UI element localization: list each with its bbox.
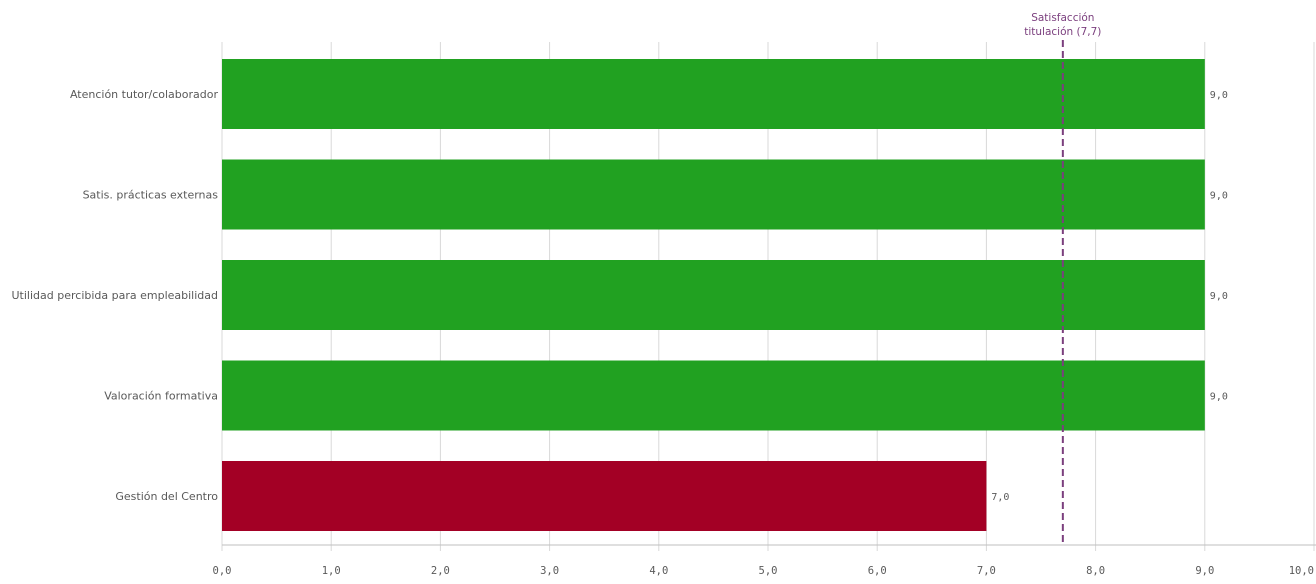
category-label: Atención tutor/colaborador (70, 88, 219, 101)
bar[interactable] (222, 260, 1205, 330)
x-tick-label: 3,0 (540, 565, 559, 577)
reference-line-label: titulación (7,7) (1024, 26, 1101, 38)
bar[interactable] (222, 360, 1205, 431)
x-tick-label: 8,0 (1086, 565, 1105, 577)
x-tick-label: 7,0 (977, 565, 996, 577)
x-tick-label: 6,0 (868, 565, 887, 577)
category-label: Gestión del Centro (115, 490, 218, 503)
bar[interactable] (222, 159, 1205, 230)
reference-line-label: Satisfacción (1031, 12, 1094, 24)
category-label: Satis. prácticas externas (83, 189, 219, 202)
bar[interactable] (222, 461, 987, 531)
x-tick-label: 4,0 (649, 565, 668, 577)
bar-value-label: 9,0 (1210, 392, 1228, 403)
bar[interactable] (222, 59, 1205, 129)
reference-line-group: Satisfacción titulación (7,7) (1024, 12, 1101, 545)
x-tick-label: 2,0 (431, 565, 450, 577)
bar-value-label: 9,0 (1210, 90, 1228, 101)
x-tick-label: 9,0 (1195, 565, 1214, 577)
category-label: Utilidad percibida para empleabilidad (12, 289, 219, 302)
bar-value-label: 9,0 (1210, 291, 1228, 302)
x-tick-label: 5,0 (759, 565, 778, 577)
bars (222, 59, 1205, 531)
x-tick-label: 0,0 (213, 565, 232, 577)
x-tick-label: 1,0 (322, 565, 341, 577)
category-label: Valoración formativa (104, 390, 218, 403)
bar-value-label: 7,0 (991, 492, 1009, 503)
labels: 0,0 1,0 2,0 3,0 4,0 5,0 6,0 7,0 8,0 9,0 10,0 Atenci… (12, 88, 1315, 577)
bar-value-label: 9,0 (1210, 191, 1228, 202)
x-tick-label: 10,0 (1289, 565, 1314, 577)
